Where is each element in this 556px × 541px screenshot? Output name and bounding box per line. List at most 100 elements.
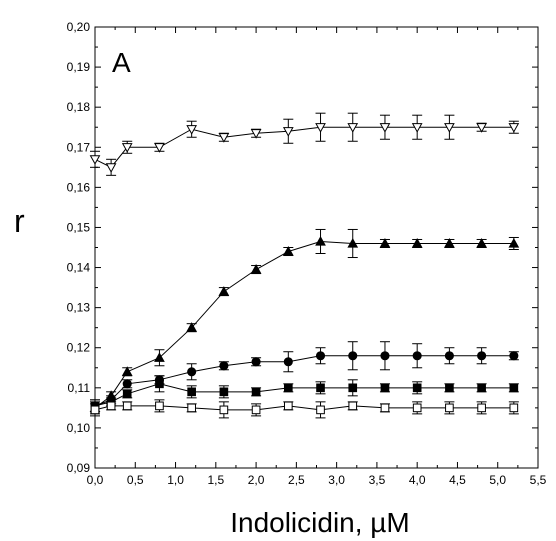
x-tick-label: 5,0 [489, 473, 506, 487]
y-tick-label: 0,19 [67, 60, 91, 74]
y-axis-title: r [14, 203, 25, 239]
data-point [283, 383, 293, 393]
data-point [121, 366, 133, 376]
data-point [283, 401, 293, 411]
x-tick-label: 1,5 [207, 473, 224, 487]
series-2 [89, 228, 520, 415]
data-point [122, 401, 132, 411]
data-point [187, 387, 196, 397]
data-point [477, 383, 486, 393]
data-point [106, 401, 116, 411]
data-point [444, 237, 455, 248]
data-point [154, 352, 165, 362]
data-point [508, 123, 520, 133]
series-5 [90, 399, 519, 419]
data-point [477, 403, 486, 413]
data-point [251, 387, 261, 397]
data-point [379, 237, 391, 248]
data-point [379, 123, 391, 133]
data-point [444, 351, 454, 361]
data-point [445, 383, 454, 393]
data-point [250, 264, 262, 274]
data-point [380, 403, 390, 413]
series-4 [90, 375, 519, 413]
x-tick-label: 0,5 [127, 473, 144, 487]
data-point [476, 123, 487, 133]
x-tick-label: 4,5 [449, 473, 466, 487]
data-point [509, 351, 519, 361]
data-point [476, 237, 487, 248]
y-tick-label: 0,13 [67, 301, 91, 315]
data-point [509, 383, 519, 393]
data-point [380, 351, 390, 361]
series-3 [90, 341, 519, 413]
y-tick-label: 0,14 [67, 261, 91, 275]
data-point [187, 403, 196, 413]
data-point [508, 237, 520, 248]
data-point [411, 123, 423, 133]
data-point [121, 143, 133, 153]
y-tick-label: 0,10 [67, 421, 91, 435]
data-point [250, 129, 262, 139]
y-tick-label: 0,20 [67, 20, 91, 34]
data-point [154, 143, 165, 153]
x-tick-label: 0,0 [87, 473, 104, 487]
data-point [315, 123, 326, 133]
data-point [412, 351, 422, 361]
data-point [122, 379, 132, 389]
y-tick-label: 0,17 [67, 140, 91, 154]
data-point [316, 383, 325, 393]
y-tick-label: 0,15 [67, 220, 91, 234]
x-tick-label: 3,0 [328, 473, 345, 487]
data-point [219, 405, 229, 415]
data-point [219, 361, 229, 371]
data-point [347, 123, 359, 133]
x-tick-label: 5,5 [530, 473, 547, 487]
data-point [348, 401, 358, 411]
data-point [218, 133, 230, 143]
x-tick-label: 1,0 [167, 473, 184, 487]
data-point [105, 163, 117, 173]
data-point [477, 351, 487, 361]
x-tick-label: 3,5 [369, 473, 386, 487]
data-point [445, 403, 454, 413]
data-point [316, 405, 325, 415]
data-point [155, 379, 164, 389]
x-tick-label: 4,0 [409, 473, 426, 487]
data-point [444, 123, 455, 133]
y-tick-label: 0,12 [67, 341, 91, 355]
series-layer [89, 112, 520, 419]
x-tick-label: 2,5 [288, 473, 305, 487]
y-tick-label: 0,11 [68, 381, 91, 395]
data-point [347, 237, 359, 248]
x-tick-label: 2,0 [248, 473, 265, 487]
data-point [315, 351, 326, 361]
data-point [509, 403, 519, 413]
data-point [348, 351, 358, 361]
x-axis-title: Indolicidin, µM [230, 507, 410, 538]
data-point [412, 403, 422, 413]
data-point [348, 383, 358, 393]
series-1 [89, 112, 520, 176]
data-point [315, 235, 326, 246]
y-tick-label: 0,18 [67, 100, 91, 114]
data-point [219, 387, 229, 397]
data-point [89, 155, 101, 165]
ticks-layer: 0,0 0,5 1,0 1,5 2,0 2,5 3,0 3,5 4,0 4,5 5,0 5,5 0,09… [67, 20, 547, 487]
data-point [251, 357, 261, 367]
data-point [218, 286, 230, 296]
data-point [283, 357, 293, 367]
y-tick-label: 0,09 [67, 461, 91, 475]
data-point [412, 383, 422, 393]
data-point [411, 237, 423, 248]
data-point [186, 322, 198, 332]
y-tick-label: 0,16 [67, 180, 91, 194]
data-point [122, 389, 132, 399]
data-point [155, 401, 164, 411]
data-point [251, 405, 261, 415]
data-point [186, 125, 198, 135]
data-point [282, 127, 294, 137]
data-point [90, 405, 100, 415]
data-point [380, 383, 390, 393]
